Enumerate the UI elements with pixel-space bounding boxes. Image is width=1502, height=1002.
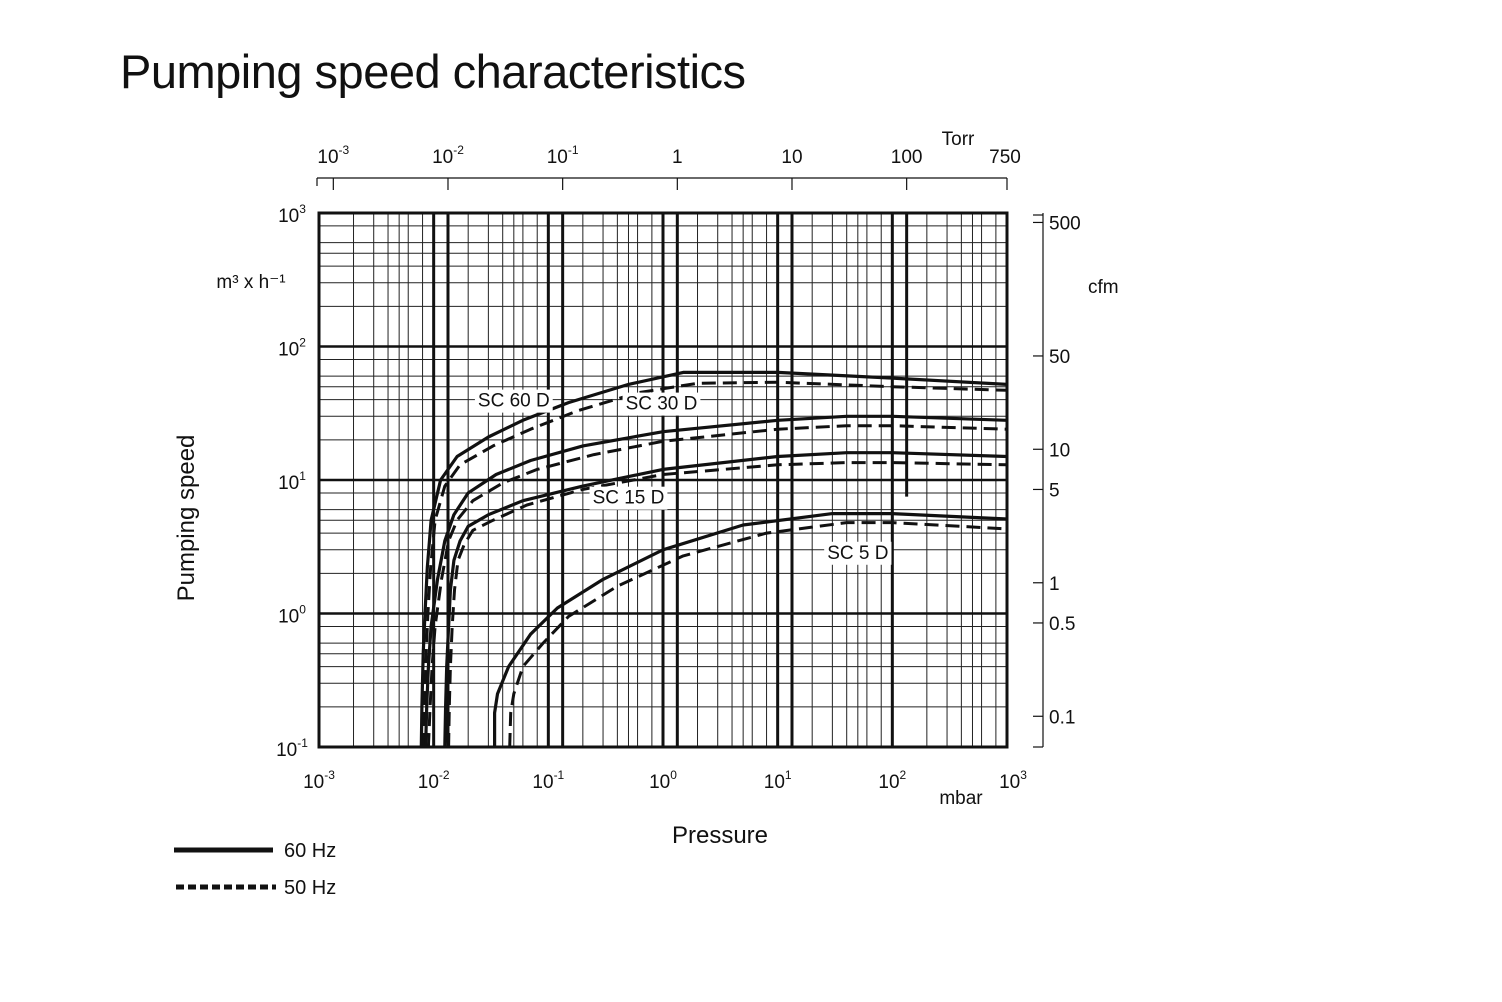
legend-label-50-hz: 50 Hz <box>284 877 336 899</box>
axes-layer <box>316 177 1044 748</box>
curve-label-background <box>622 392 701 416</box>
torr-tick-label: 10-1 <box>547 143 579 168</box>
y-tick-label: 103 <box>278 202 306 227</box>
y-tick-label: 101 <box>278 469 306 494</box>
y-tick-label: 102 <box>278 336 306 361</box>
cfm-tick-label: 5 <box>1049 480 1060 501</box>
torr-tick-label: 1 <box>672 147 683 168</box>
plot-frame <box>317 211 1009 749</box>
cfm-tick-label: 0.1 <box>1049 707 1075 728</box>
torr-tick-label: 750 <box>989 147 1021 168</box>
torr-tick-label: 10-2 <box>432 143 464 168</box>
series-line-sc-15-d-60hz <box>443 451 1007 747</box>
x-unit-label: mbar <box>939 788 983 809</box>
series-line-sc-15-d-50hz <box>447 461 1007 747</box>
legend: 60 Hz 50 Hz <box>174 840 336 899</box>
cfm-tick-label: 10 <box>1049 440 1070 461</box>
torr-tick-label: 100 <box>891 147 923 168</box>
x-tick-label: 101 <box>764 768 792 793</box>
cfm-tick-label: 500 <box>1049 213 1081 234</box>
x-tick-label: 103 <box>999 768 1027 793</box>
cfm-tick-label: 0.5 <box>1049 614 1075 635</box>
legend-label-60-hz: 60 Hz <box>284 840 336 862</box>
curve-label-background <box>474 389 553 413</box>
curve-label-sc-5-d: SC 5 D <box>827 543 888 564</box>
curve-label-background <box>824 541 892 565</box>
labels-layer: 10-3 10-2 10-1 100 101 102 103mbarPressure1031… <box>173 129 1119 849</box>
x-axis-title: Pressure <box>672 822 768 849</box>
y-tick-label: 100 <box>278 603 306 628</box>
x-tick-label: 10-2 <box>418 768 450 793</box>
series-line-sc-30-d-60hz <box>424 414 1007 747</box>
y-tick-label: 10-1 <box>276 736 308 761</box>
x-tick-label: 102 <box>878 768 906 793</box>
x-tick-label: 10-3 <box>303 768 335 793</box>
page-title: Pumping speed characteristics <box>120 45 746 98</box>
series-line-sc-5-d-50hz <box>508 521 1007 747</box>
curve-label-sc-15-d: SC 15 D <box>593 488 665 509</box>
torr-tick-label: 10 <box>781 147 802 168</box>
curve-label-sc-60-d: SC 60 D <box>478 391 550 412</box>
cfm-tick-label: 50 <box>1049 347 1070 368</box>
series-line-sc-5-d-60hz <box>493 512 1007 747</box>
torr-unit-label: Torr <box>942 129 975 150</box>
curve-label-sc-30-d: SC 30 D <box>626 394 698 415</box>
y-unit-label: m³ x h⁻¹ <box>216 272 285 293</box>
series-layer <box>419 370 1007 747</box>
torr-tick-label: 10-3 <box>317 143 349 168</box>
x-tick-label: 100 <box>649 768 677 793</box>
series-line-sc-60-d-60hz <box>419 370 1007 747</box>
curve-label-background <box>589 486 668 510</box>
cfm-tick-label: 1 <box>1049 574 1060 595</box>
x-tick-label: 10-1 <box>532 768 564 793</box>
series-line-sc-60-d-50hz <box>422 380 1007 747</box>
cfm-unit-label: cfm <box>1088 277 1119 298</box>
y-axis-title: Pumping speed <box>173 435 200 602</box>
